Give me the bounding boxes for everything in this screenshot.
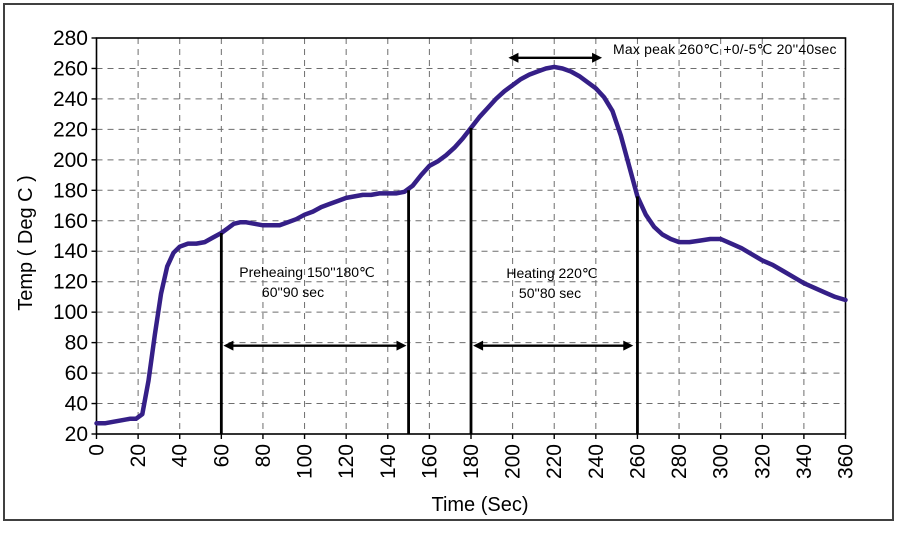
range-arrow-head-right [396, 340, 407, 351]
max-peak-label: Max peak 260℃ +0/-5℃ 20''40sec [613, 41, 837, 57]
axis-ticks [91, 37, 847, 439]
x-tick-label: 300 [710, 444, 733, 479]
y-tick-label: 140 [53, 240, 88, 263]
stage-marker-lines [219, 127, 639, 434]
heating-label-line1: Heating 220℃ [506, 265, 597, 281]
x-tick-label: 100 [294, 444, 317, 479]
y-tick-label: 280 [53, 27, 88, 50]
preheat-label-line2: 60''90 sec [262, 284, 324, 300]
x-tick-label: 120 [335, 444, 358, 479]
x-tick-label: 340 [793, 444, 816, 479]
x-tick-label: 320 [751, 444, 774, 479]
y-axis-title: Temp ( Deg C ) [15, 175, 37, 311]
y-tick-label: 40 [65, 393, 88, 416]
range-arrow-head-right [623, 340, 634, 351]
x-tick-label: 60 [210, 444, 233, 467]
x-tick-label: 80 [252, 444, 275, 467]
range-arrow-head-right [592, 52, 603, 63]
x-tick-label: 200 [502, 444, 525, 479]
x-tick-label: 40 [169, 444, 192, 467]
temperature-curve [94, 64, 848, 426]
tick-labels: 0 20 40 60 80 100 120 140 160 180 200 220 240 260 280 3… [53, 27, 858, 479]
reflow-temperature-profile [94, 64, 848, 426]
canvas-border [3, 3, 894, 521]
y-tick-label: 260 [53, 57, 88, 80]
y-tick-label: 80 [65, 332, 88, 355]
y-tick-label: 200 [53, 149, 88, 172]
stage-range-arrows [223, 52, 634, 351]
x-tick-label: 180 [460, 444, 483, 479]
x-tick-label: 360 [835, 444, 858, 479]
x-tick-label: 160 [418, 444, 441, 479]
y-tick-label: 160 [53, 210, 88, 233]
y-tick-label: 60 [65, 362, 88, 385]
range-arrow-head-left [223, 340, 234, 351]
x-tick-label: 140 [377, 444, 400, 479]
x-tick-label: 220 [543, 444, 566, 479]
x-tick-label: 260 [626, 444, 649, 479]
y-tick-label: 180 [53, 179, 88, 202]
range-arrow-head-left [508, 52, 519, 63]
x-tick-label: 240 [585, 444, 608, 479]
y-tick-label: 120 [53, 271, 88, 294]
y-tick-label: 220 [53, 118, 88, 141]
x-tick-label: 0 [86, 444, 109, 456]
x-tick-label: 20 [127, 444, 150, 467]
preheat-label-line1: Preheaing 150''180℃ [239, 264, 375, 280]
y-tick-label: 100 [53, 301, 88, 324]
range-arrow-head-left [473, 340, 484, 351]
x-tick-label: 280 [668, 444, 691, 479]
y-tick-label: 240 [53, 88, 88, 111]
heating-label-line2: 50''80 sec [519, 285, 581, 301]
x-axis-title: Time (Sec) [431, 494, 528, 516]
y-tick-label: 20 [65, 423, 88, 446]
